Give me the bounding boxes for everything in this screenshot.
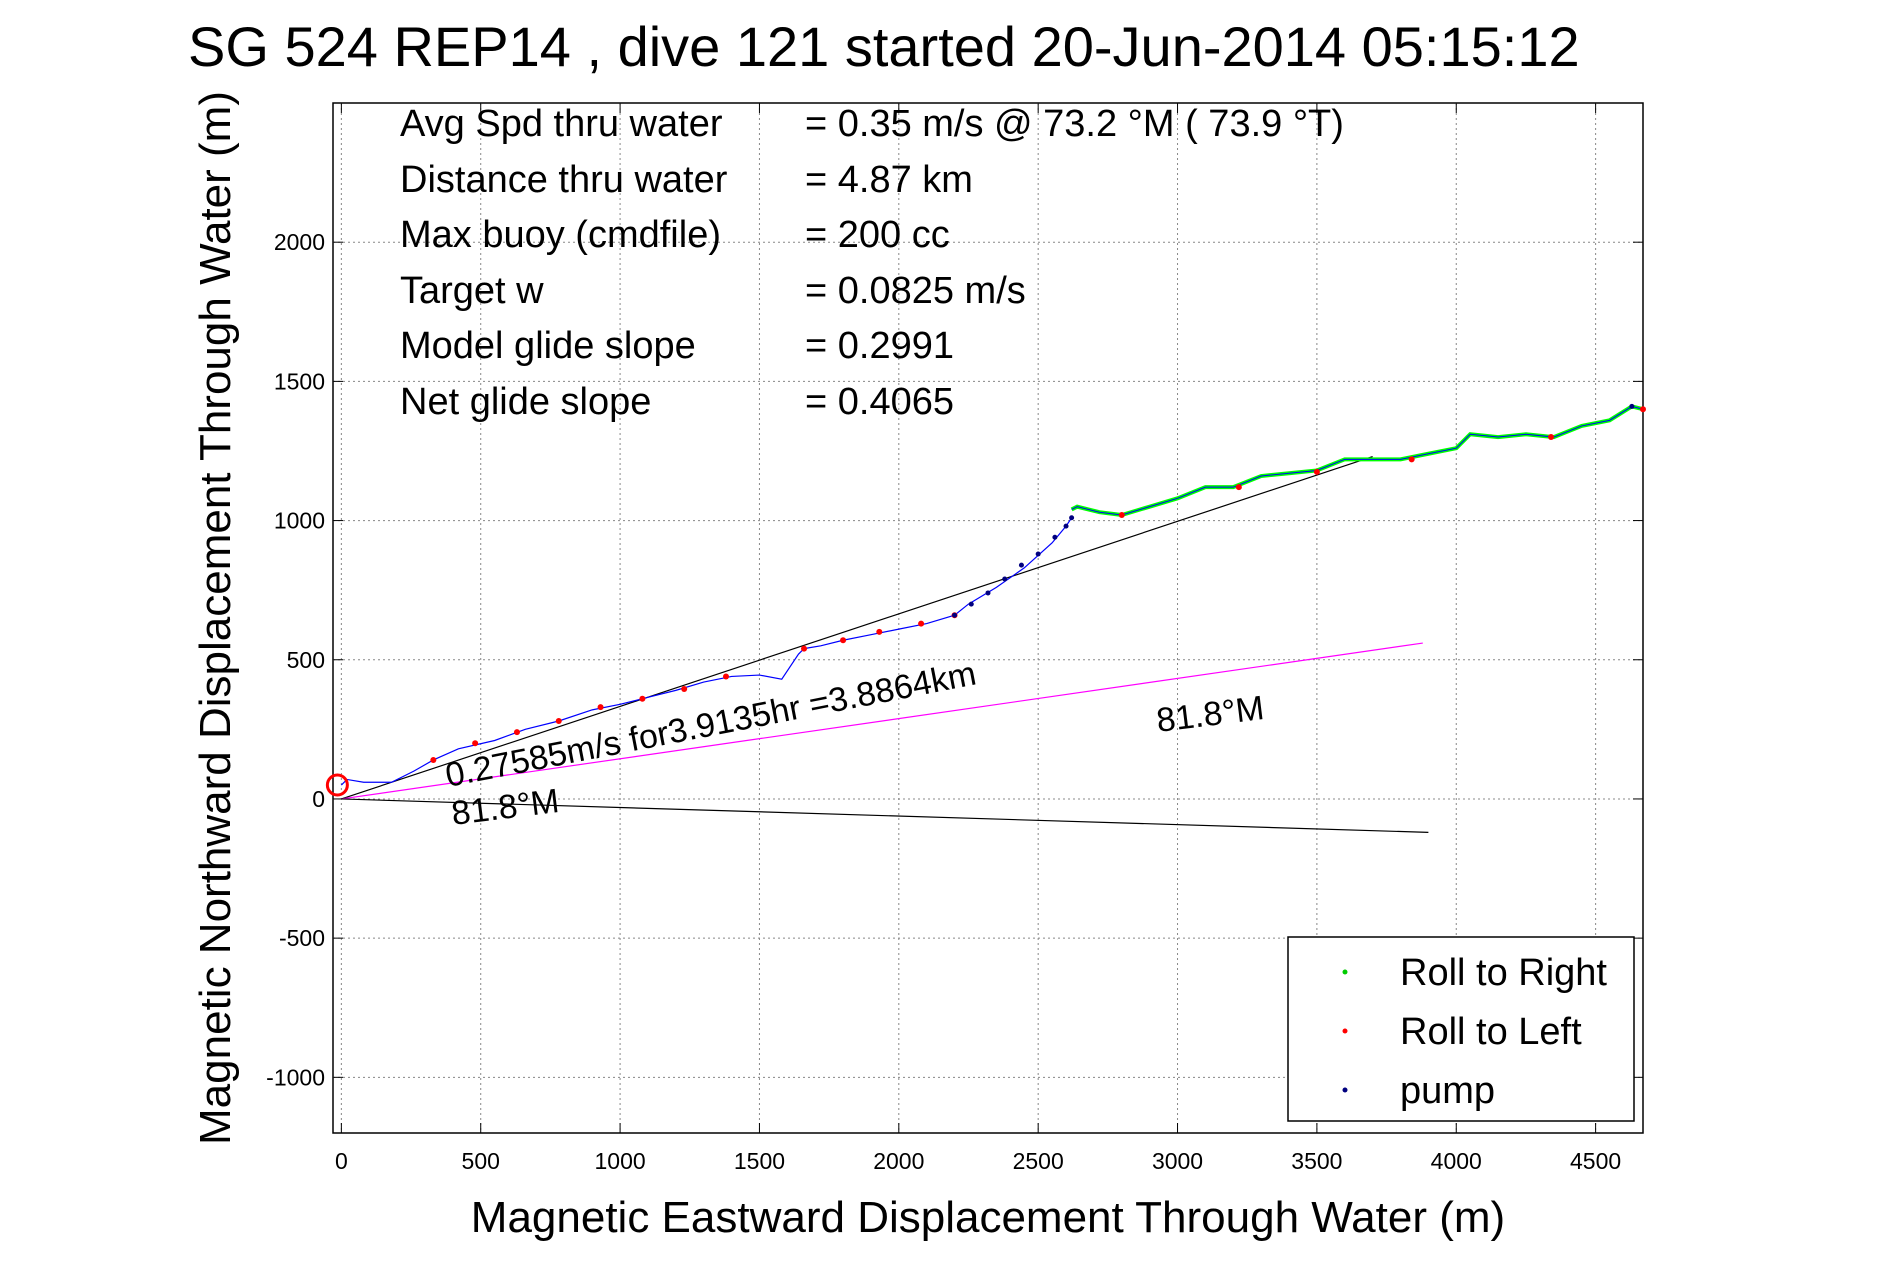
- x-tick-label: 3000: [1152, 1148, 1203, 1174]
- y-tick-label: 2000: [274, 229, 325, 255]
- x-tick-label: 0: [335, 1148, 348, 1174]
- roll-left-point: [1235, 484, 1242, 491]
- x-tick-label: 3500: [1291, 1148, 1342, 1174]
- pump-point: [985, 590, 991, 596]
- stats-block: Avg Spd thru water = 0.35 m/s @ 73.2 °M …: [400, 103, 1344, 423]
- roll-left-point: [876, 628, 883, 635]
- roll-left-point: [430, 756, 437, 763]
- y-tick-label: 500: [287, 647, 325, 673]
- legend-label-roll-left: Roll to Left: [1400, 1011, 1582, 1053]
- legend-label-pump: pump: [1400, 1070, 1495, 1112]
- roll-left-point: [639, 695, 646, 702]
- legend: Roll to Right Roll to Left pump: [1287, 936, 1635, 1122]
- y-tick-label: -500: [279, 925, 325, 951]
- x-tick-label: 1000: [594, 1148, 645, 1174]
- y-tick-label: 1500: [274, 368, 325, 394]
- roll-left-point: [513, 729, 520, 736]
- stat-label: Model glide slope: [400, 325, 696, 367]
- roll-left-point: [840, 637, 847, 644]
- start-loop-marker: [325, 773, 349, 797]
- roll-left-point: [1313, 468, 1320, 475]
- stat-label: Avg Spd thru water: [400, 103, 723, 145]
- roll-left-point: [597, 704, 604, 711]
- x-tick-label: 500: [462, 1148, 500, 1174]
- pump-point: [1002, 576, 1008, 582]
- roll-left-point: [723, 673, 729, 680]
- stat-value: = 200 cc: [805, 214, 950, 256]
- heading-line: [341, 798, 1429, 833]
- markers: [325, 403, 1646, 797]
- legend-marker-roll-left: [1342, 1028, 1348, 1034]
- legend-marker-roll-right: [1342, 969, 1348, 975]
- legend-label-roll-right: Roll to Right: [1400, 952, 1607, 994]
- roll-left-point: [1548, 434, 1555, 441]
- pump-point: [1069, 515, 1075, 521]
- stat-label: Distance thru water: [400, 159, 728, 201]
- y-axis-label: Magnetic Northward Displacement Through …: [191, 91, 240, 1145]
- y-axis-ticks: -1000 -500 0 500 1000 1500 2000: [266, 229, 1643, 1090]
- roll-left-point: [1408, 456, 1415, 463]
- x-tick-label: 4500: [1570, 1148, 1621, 1174]
- pump-point: [1035, 551, 1041, 557]
- x-tick-label: 1500: [734, 1148, 785, 1174]
- dive-track-line: [340, 517, 1073, 786]
- roll-left-point: [472, 740, 479, 747]
- roll-left-point: [555, 718, 562, 724]
- stat-value: = 0.2991: [805, 325, 954, 367]
- stat-value: = 0.4065: [805, 381, 954, 423]
- chart-title: SG 524 REP14 , dive 121 started 20-Jun-2…: [188, 15, 1580, 78]
- pump-point: [1629, 403, 1635, 409]
- stat-value: = 0.35 m/s @ 73.2 °M ( 73.9 °T): [805, 103, 1344, 145]
- y-tick-label: 1000: [274, 508, 325, 534]
- stat-label: Max buoy (cmdfile): [400, 214, 721, 256]
- roll-left-point: [801, 645, 808, 652]
- x-axis-ticks: 0 500 1000 1500 2000 2500 3000 3500 4000 4500: [335, 103, 1621, 1174]
- roll-left-point: [1118, 512, 1125, 518]
- pump-point: [952, 612, 958, 618]
- roll-left-point: [681, 685, 688, 692]
- stat-label: Net glide slope: [400, 381, 651, 423]
- roll-left-point: [1640, 406, 1646, 413]
- y-tick-label: 0: [312, 786, 325, 812]
- roll-left-point: [918, 620, 925, 627]
- y-tick-label: -1000: [266, 1064, 325, 1090]
- x-tick-label: 4000: [1431, 1148, 1482, 1174]
- x-axis-label: Magnetic Eastward Displacement Through W…: [471, 1193, 1505, 1242]
- pump-point: [1063, 523, 1069, 529]
- grid: [333, 103, 1643, 1133]
- stat-label: Target w: [400, 270, 544, 312]
- pump-point: [1052, 534, 1058, 540]
- reference-lines: [341, 455, 1429, 833]
- x-tick-label: 2500: [1013, 1148, 1064, 1174]
- stat-value: = 0.0825 m/s: [805, 270, 1026, 312]
- legend-marker-pump: [1342, 1087, 1348, 1093]
- stat-value: = 4.87 km: [805, 159, 973, 201]
- x-tick-label: 2000: [873, 1148, 924, 1174]
- current-line: [341, 642, 1423, 800]
- pump-point: [968, 601, 974, 607]
- glide-line: [341, 455, 1373, 800]
- pump-point: [1018, 562, 1024, 568]
